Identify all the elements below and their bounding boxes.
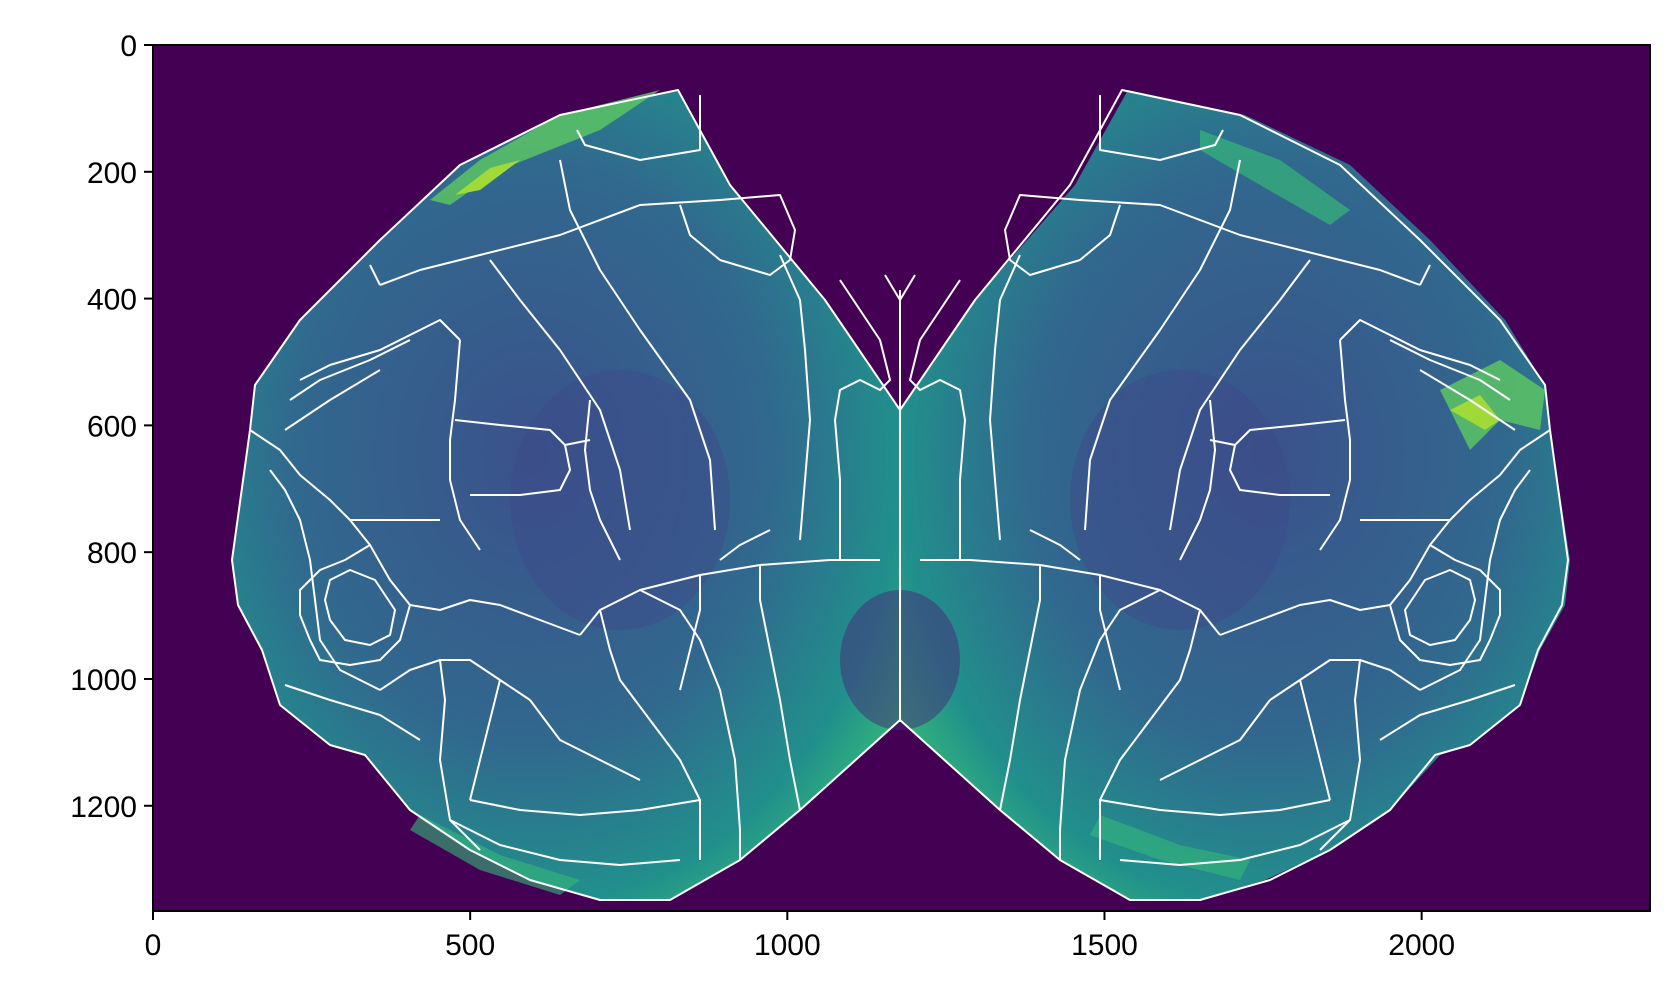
x-axis: 0 500 1000 1500 2000 (145, 911, 1455, 962)
highlight-right-bottom (1090, 815, 1250, 880)
y-axis: 0 200 400 600 800 1000 1200 (70, 30, 153, 824)
y-tick-label: 800 (87, 537, 137, 570)
axes-frame (152, 44, 1651, 912)
x-tick-label: 1000 (754, 929, 821, 962)
highlight-right-side-bright (1450, 395, 1500, 430)
y-tick-label: 1200 (70, 791, 137, 824)
region-boundaries-right (899, 89, 1569, 901)
dark-patch-right (1070, 370, 1290, 630)
highlight-right-side (1440, 360, 1545, 450)
y-tick-label: 0 (120, 30, 137, 63)
x-tick-label: 0 (145, 929, 162, 962)
x-tick-label: 1500 (1071, 929, 1138, 962)
highlight-left-top-bright (455, 160, 520, 195)
region-boundaries-left (231, 89, 901, 901)
dark-patch-left (510, 370, 730, 630)
left-hemisphere (232, 90, 900, 900)
x-tick-label: 500 (445, 929, 495, 962)
highlight-left-bottom (410, 815, 580, 895)
right-hemisphere (900, 90, 1570, 900)
x-tick-label: 2000 (1388, 929, 1455, 962)
y-tick-label: 1000 (70, 664, 137, 697)
y-tick-label: 400 (87, 284, 137, 317)
y-tick-label: 200 (87, 157, 137, 190)
heatmap-image (232, 90, 1570, 900)
midline-junction (884, 274, 916, 301)
y-tick-label: 600 (87, 410, 137, 443)
highlight-right-top (1200, 130, 1350, 225)
